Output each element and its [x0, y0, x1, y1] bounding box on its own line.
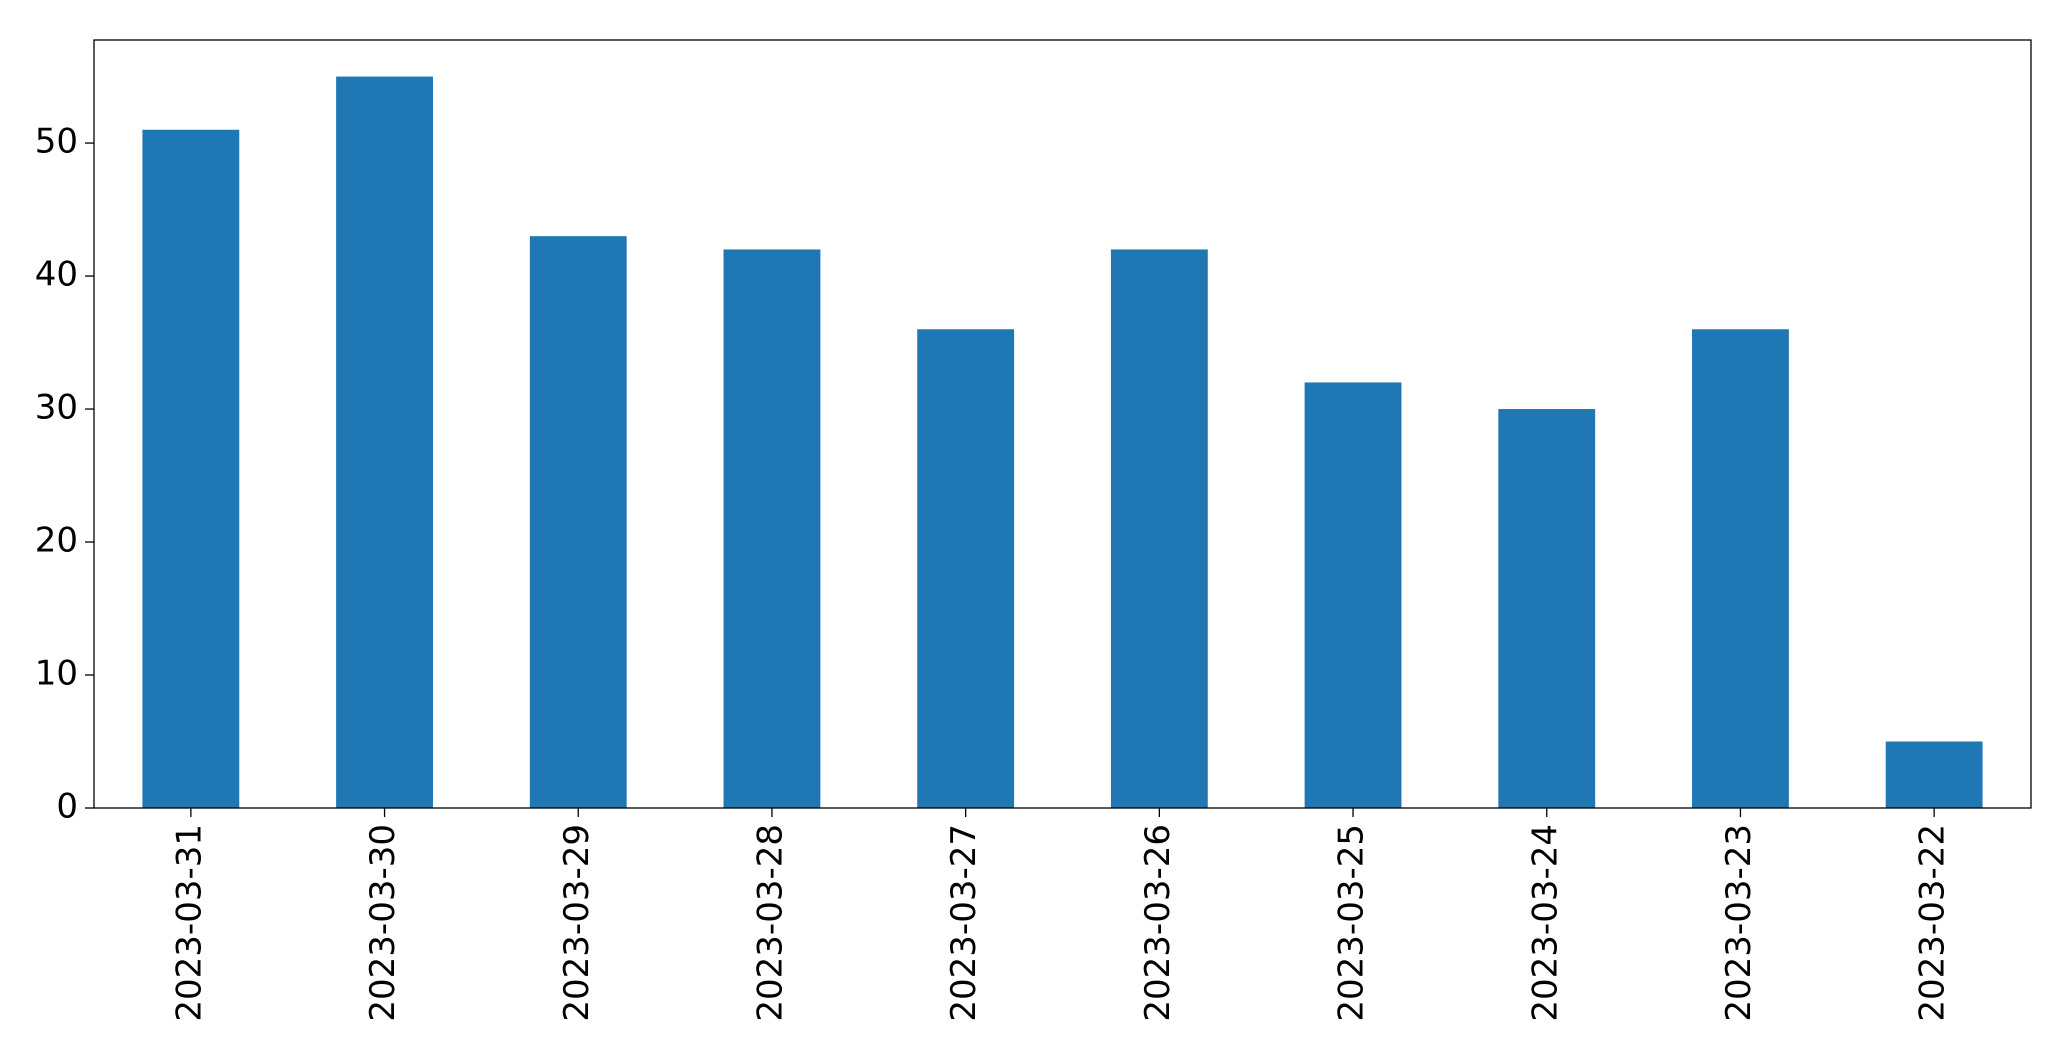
y-tick-label: 30 — [35, 388, 78, 428]
bar — [1692, 329, 1789, 808]
y-tick-label: 0 — [56, 787, 78, 827]
x-tick-label: 2023-03-23 — [1719, 824, 1759, 1022]
axes-frame — [93, 39, 2032, 809]
x-tick-label: 2023-03-31 — [169, 824, 209, 1022]
y-tick-label: 10 — [35, 654, 78, 694]
y-tick-label: 50 — [35, 122, 78, 162]
x-tick-label: 2023-03-26 — [1138, 824, 1178, 1022]
x-tick-label: 2023-03-24 — [1525, 824, 1565, 1022]
bar — [336, 76, 433, 809]
bar — [142, 129, 240, 808]
bar — [529, 236, 627, 809]
bar — [1885, 741, 1983, 808]
x-tick-label: 2023-03-29 — [557, 824, 597, 1022]
bar — [917, 329, 1015, 808]
x-tick-label: 2023-03-25 — [1332, 824, 1372, 1022]
bar — [1498, 409, 1596, 808]
y-tick-label: 20 — [35, 521, 78, 561]
x-tick-label: 2023-03-30 — [363, 824, 403, 1022]
x-tick-label: 2023-03-22 — [1913, 824, 1953, 1022]
bar — [1304, 382, 1402, 808]
bar — [723, 249, 821, 809]
bar — [1110, 249, 1208, 809]
y-tick-label: 40 — [35, 255, 78, 295]
x-tick-label: 2023-03-28 — [750, 824, 790, 1022]
x-tick-label: 2023-03-27 — [944, 824, 984, 1022]
